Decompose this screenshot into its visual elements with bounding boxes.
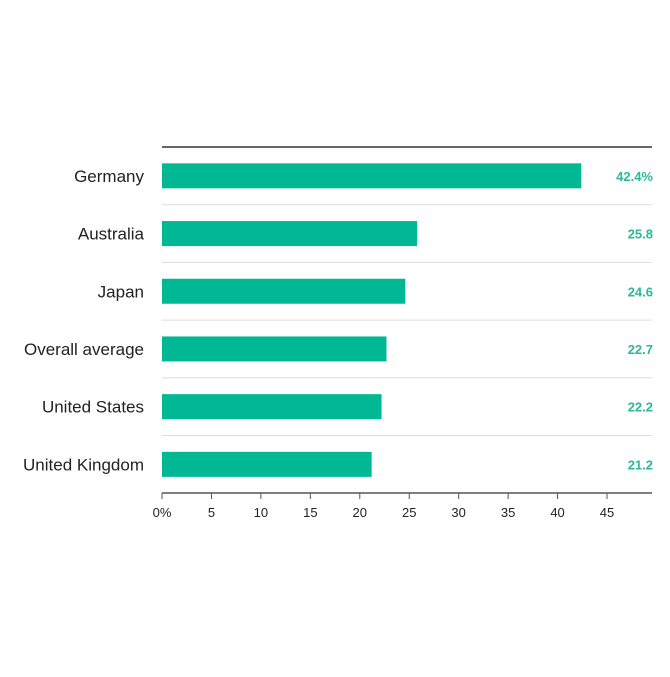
value-label: 24.6 [628, 284, 653, 299]
x-tick-label: 15 [303, 505, 317, 520]
x-tick-label: 35 [501, 505, 515, 520]
x-tick-label: 5 [208, 505, 215, 520]
bar [162, 336, 387, 362]
x-tick-label: 25 [402, 505, 416, 520]
x-tick-label: 45 [600, 505, 614, 520]
bar [162, 451, 372, 477]
category-label: Overall average [24, 340, 144, 359]
category-label: Germany [74, 167, 144, 186]
category-label: Japan [98, 282, 144, 301]
value-label: 21.2 [628, 457, 653, 472]
bar [162, 163, 582, 189]
bar [162, 278, 406, 304]
x-tick-label: 0% [153, 505, 172, 520]
value-label: 22.7 [628, 342, 653, 357]
x-tick-label: 10 [254, 505, 268, 520]
category-label: United States [42, 398, 144, 417]
bar [162, 221, 418, 247]
value-label: 25.8 [628, 227, 653, 242]
x-tick-label: 30 [451, 505, 465, 520]
x-tick-label: 40 [550, 505, 564, 520]
value-label: 42.4% [616, 169, 653, 184]
category-label: Australia [78, 225, 145, 244]
category-label: United Kingdom [23, 455, 144, 474]
bar [162, 394, 382, 420]
value-label: 22.2 [628, 400, 653, 415]
x-tick-label: 20 [353, 505, 367, 520]
